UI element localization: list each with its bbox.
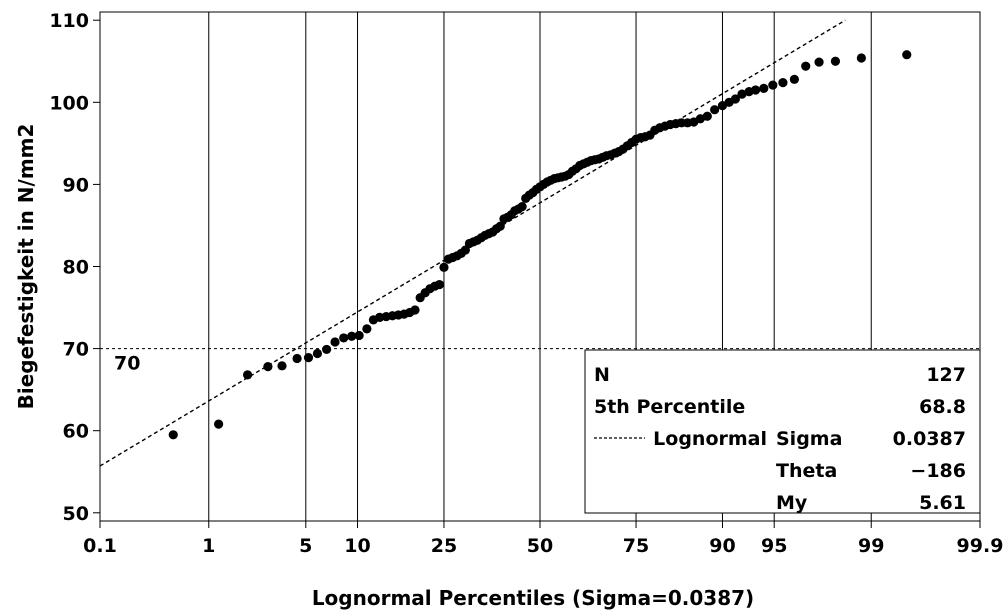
data-point <box>168 430 178 440</box>
data-point <box>750 85 761 95</box>
data-point <box>778 78 788 88</box>
data-point <box>460 245 470 255</box>
data-point <box>347 331 357 341</box>
legend-param: My <box>776 492 808 514</box>
y-tick-label: 100 <box>49 92 89 114</box>
legend-label: Lognormal <box>653 428 767 450</box>
data-point <box>362 324 372 334</box>
data-point <box>263 362 273 372</box>
data-point <box>789 74 799 84</box>
data-point <box>768 80 778 90</box>
data-point <box>214 419 224 429</box>
x-axis-ticks: 0.1 1 5 10 25 50 75 90 95 99 99.9 <box>83 521 1003 557</box>
legend-value: 127 <box>926 364 966 386</box>
data-point <box>495 221 505 231</box>
data-point <box>439 262 449 272</box>
legend-value: 68.8 <box>919 396 966 418</box>
y-tick-label: 110 <box>49 10 89 32</box>
legend-value: 5.61 <box>919 492 966 514</box>
data-point <box>277 361 287 371</box>
x-tick-label: 50 <box>527 535 553 557</box>
data-point <box>759 83 769 93</box>
legend-box <box>584 349 981 514</box>
data-point <box>730 94 740 104</box>
x-tick-label: 25 <box>431 535 457 557</box>
data-point <box>801 61 811 71</box>
legend-value: −186 <box>910 460 966 482</box>
x-tick-label: 5 <box>299 535 312 557</box>
legend: N 127 5th Percentile 68.8 Lognormal Sigma 0.03… <box>584 349 981 514</box>
data-point <box>339 333 349 343</box>
x-tick-label: 99 <box>858 535 884 557</box>
data-point <box>695 114 705 124</box>
data-points <box>168 50 912 440</box>
y-tick-label: 90 <box>63 174 89 196</box>
data-point <box>710 105 720 115</box>
data-point <box>856 53 866 63</box>
legend-label: N <box>594 364 610 386</box>
x-tick-label: 95 <box>761 535 787 557</box>
data-point <box>292 353 302 364</box>
data-point <box>330 337 340 347</box>
reference-line-label: 70 <box>114 353 140 375</box>
x-tick-label: 0.1 <box>83 535 117 557</box>
data-point <box>434 279 445 290</box>
x-tick-label: 10 <box>344 535 370 557</box>
y-axis-title: Biegefestigkeit in N/mm2 <box>14 124 38 410</box>
x-tick-label: 75 <box>623 535 649 557</box>
x-tick-label: 1 <box>202 535 215 557</box>
legend-value: 0.0387 <box>893 428 966 450</box>
y-tick-label: 70 <box>63 339 89 361</box>
data-point <box>354 330 364 341</box>
data-point <box>902 50 912 60</box>
data-point <box>312 348 323 359</box>
data-point <box>303 353 314 363</box>
data-point <box>737 89 747 99</box>
data-point <box>814 57 824 67</box>
x-tick-label: 90 <box>709 535 735 557</box>
legend-param: Theta <box>776 460 837 482</box>
data-point <box>242 370 253 380</box>
y-tick-label: 50 <box>63 503 89 525</box>
data-point <box>830 56 841 66</box>
y-axis-ticks: 50 60 70 80 90 100 110 <box>49 10 100 525</box>
y-tick-label: 80 <box>63 257 89 279</box>
data-point <box>322 344 332 355</box>
y-tick-label: 60 <box>63 421 89 443</box>
data-point <box>702 111 712 121</box>
data-point <box>410 305 420 315</box>
legend-param: Sigma <box>776 428 842 450</box>
data-point <box>517 201 527 212</box>
x-axis-title: Lognormal Percentiles (Sigma=0.0387) <box>312 586 754 610</box>
legend-label: 5th Percentile <box>594 396 745 418</box>
x-tick-label: 99.9 <box>957 535 1004 557</box>
